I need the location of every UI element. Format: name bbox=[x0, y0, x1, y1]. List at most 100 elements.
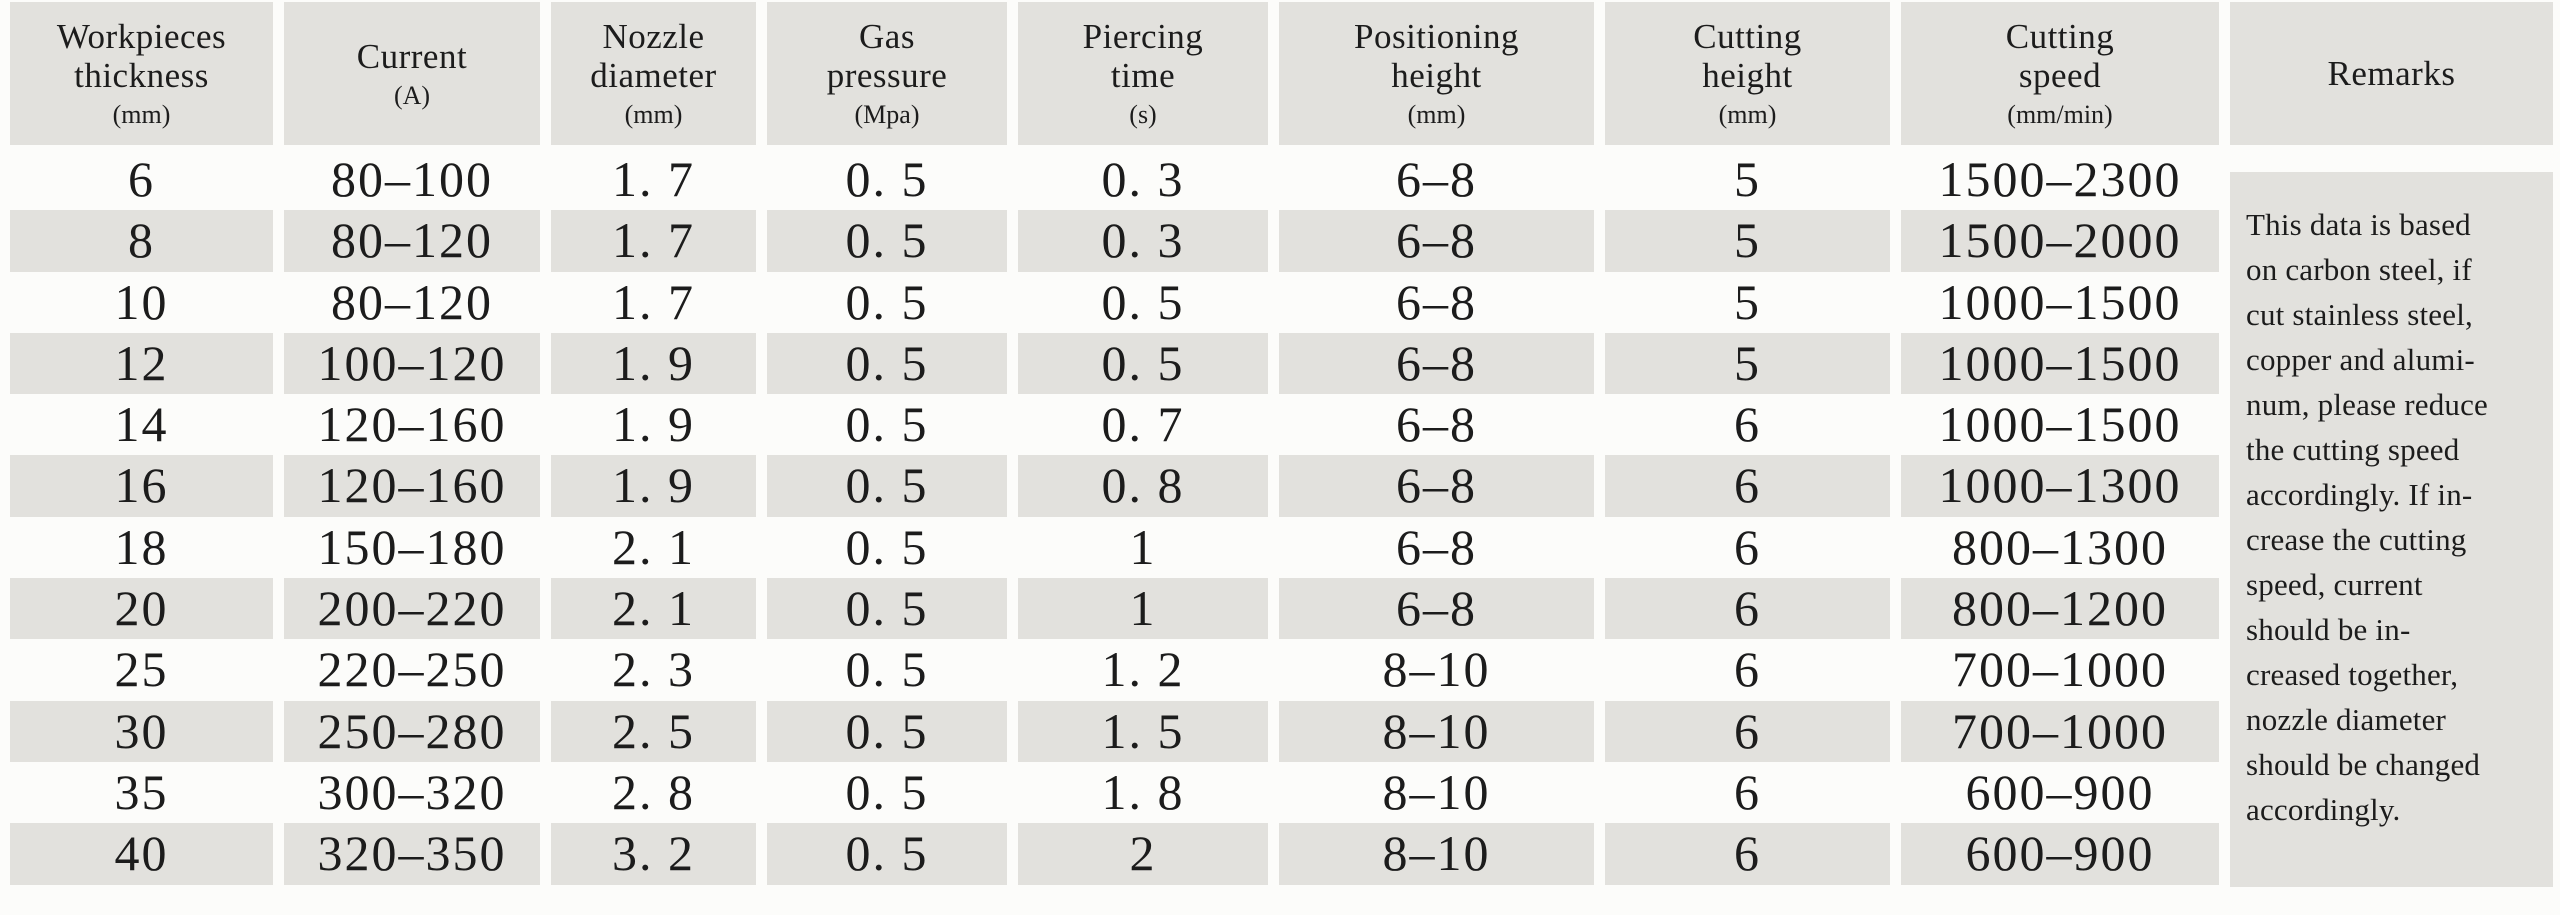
table-cell-gas-pressure: 0. 5 bbox=[845, 273, 929, 330]
header-label-line: diameter bbox=[590, 56, 717, 95]
table-cell-workpieces-thickness: 6 bbox=[128, 151, 155, 207]
table-cell-nozzle-diameter: 2. 1 bbox=[612, 518, 695, 575]
table-cell-positioning-height: 6–8 bbox=[1279, 332, 1594, 395]
table-cell-piercing-time: 1. 5 bbox=[1018, 700, 1268, 762]
table-cell-workpieces-thickness: 12 bbox=[10, 332, 273, 395]
table-cell-cutting-height: 5 bbox=[1605, 332, 1890, 395]
header-cell-piercing-time: Piercing time (s) bbox=[1018, 2, 1268, 145]
remarks-line: cut stainless steel, bbox=[2246, 297, 2473, 332]
table-cell-cutting-speed: 800–1300 bbox=[1952, 518, 2168, 575]
table-cell-piercing-time: 1. 8 bbox=[1101, 763, 1185, 820]
header-unit: (s) bbox=[1129, 100, 1157, 129]
table-cell-nozzle-diameter: 1. 7 bbox=[551, 210, 756, 272]
table-cell-workpieces-thickness: 10 bbox=[114, 273, 169, 330]
table-cell-piercing-time: 1. 2 bbox=[1101, 641, 1185, 698]
table-cell-cutting-speed: 700–1000 bbox=[1952, 641, 2168, 698]
table-row-thickness-35: 35 300–320 2. 8 0. 5 1. 8 8–10 6 600–900 bbox=[10, 762, 2560, 823]
header-unit: (Mpa) bbox=[854, 100, 920, 129]
table-cell-piercing-time: 0. 5 bbox=[1018, 332, 1268, 395]
table-cell-gas-pressure: 0. 5 bbox=[845, 763, 929, 820]
table-cell-current: 320–350 bbox=[284, 823, 540, 885]
remarks-line: speed, current bbox=[2246, 567, 2423, 602]
table-cell-cutting-height: 6 bbox=[1734, 763, 1761, 820]
table-cell-positioning-height: 6–8 bbox=[1279, 210, 1594, 272]
remarks-note: This data is based on carbon steel, if cut… bbox=[2230, 172, 2553, 887]
table-cell-positioning-height: 6–8 bbox=[1279, 578, 1594, 640]
table-cell-gas-pressure: 0. 5 bbox=[845, 151, 929, 207]
header-label-line: Current bbox=[356, 36, 468, 76]
remarks-line: crease the cutting bbox=[2246, 522, 2467, 557]
table-cell-cutting-height: 6 bbox=[1605, 578, 1890, 640]
table-cell-positioning-height: 6–8 bbox=[1396, 151, 1477, 207]
header-label-line: Remarks bbox=[2327, 54, 2456, 93]
table-row-thickness-25: 25 220–250 2. 3 0. 5 1. 2 8–10 6 700–1000 bbox=[10, 639, 2560, 700]
header-unit: (mm) bbox=[112, 100, 171, 129]
remarks-line: copper and alumi- bbox=[2246, 342, 2475, 377]
table-cell-cutting-height: 6 bbox=[1734, 396, 1761, 453]
table-cell-cutting-height: 6 bbox=[1605, 700, 1890, 762]
table-row-thickness-12: 12 100–120 1. 9 0. 5 0. 5 6–8 5 1000–1500 bbox=[10, 332, 2560, 395]
table-cell-workpieces-thickness: 30 bbox=[10, 700, 273, 762]
header-label-line: thickness bbox=[74, 56, 209, 95]
table-cell-cutting-speed: 1000–1300 bbox=[1901, 455, 2219, 517]
table-cell-workpieces-thickness: 16 bbox=[10, 455, 273, 517]
table-cell-positioning-height: 6–8 bbox=[1396, 273, 1477, 330]
table-cell-gas-pressure: 0. 5 bbox=[845, 396, 929, 453]
header-cell-cutting-speed: Cutting speed (mm/min) bbox=[1901, 2, 2219, 145]
table-cell-cutting-height: 6 bbox=[1605, 455, 1890, 517]
header-label-line: Cutting bbox=[1693, 17, 1802, 56]
table-cell-current: 80–100 bbox=[331, 151, 493, 207]
header-unit: (A) bbox=[393, 80, 431, 110]
remarks-line: creased together, bbox=[2246, 657, 2459, 692]
header-cell-nozzle-diameter: Nozzle diameter (mm) bbox=[551, 2, 756, 145]
remarks-line: the cutting speed bbox=[2246, 432, 2460, 467]
table-cell-gas-pressure: 0. 5 bbox=[767, 578, 1007, 640]
table-cell-gas-pressure: 0. 5 bbox=[767, 455, 1007, 517]
table-cell-cutting-height: 5 bbox=[1734, 151, 1761, 207]
table-cell-positioning-height: 8–10 bbox=[1279, 700, 1594, 762]
header-cell-gas-pressure: Gas pressure (Mpa) bbox=[767, 2, 1007, 145]
table-cell-nozzle-diameter: 2. 8 bbox=[612, 763, 695, 820]
table-cell-gas-pressure: 0. 5 bbox=[845, 518, 929, 575]
table-cell-cutting-height: 6 bbox=[1605, 823, 1890, 885]
table-cell-cutting-height: 5 bbox=[1605, 210, 1890, 272]
table-cell-current: 120–160 bbox=[317, 396, 507, 453]
table-cell-nozzle-diameter: 3. 2 bbox=[551, 823, 756, 885]
table-row-thickness-8: 8 80–120 1. 7 0. 5 0. 3 6–8 5 1500–2000 bbox=[10, 210, 2560, 272]
table-cell-nozzle-diameter: 2. 3 bbox=[612, 641, 695, 698]
table-cell-workpieces-thickness: 8 bbox=[10, 210, 273, 272]
header-label-line: Nozzle bbox=[602, 17, 705, 56]
header-label-line: Positioning bbox=[1354, 17, 1519, 56]
table-row-thickness-20: 20 200–220 2. 1 0. 5 1 6–8 6 800–1200 bbox=[10, 578, 2560, 640]
table-cell-current: 220–250 bbox=[317, 641, 507, 698]
table-cell-current: 80–120 bbox=[331, 273, 493, 330]
table-row-thickness-16: 16 120–160 1. 9 0. 5 0. 8 6–8 6 1000–1300 bbox=[10, 455, 2560, 517]
table-cell-cutting-speed: 1000–1500 bbox=[1938, 273, 2182, 330]
table-cell-positioning-height: 8–10 bbox=[1382, 763, 1491, 820]
table-cell-cutting-speed: 1000–1500 bbox=[1938, 396, 2182, 453]
table-cell-cutting-height: 6 bbox=[1734, 641, 1761, 698]
table-cell-gas-pressure: 0. 5 bbox=[767, 210, 1007, 272]
table-cell-current: 250–280 bbox=[284, 700, 540, 762]
table-cell-gas-pressure: 0. 5 bbox=[767, 700, 1007, 762]
header-label-line: Gas bbox=[859, 17, 915, 56]
table-row-thickness-40: 40 320–350 3. 2 0. 5 2 8–10 6 600–900 bbox=[10, 823, 2560, 885]
header-unit: (mm) bbox=[1718, 100, 1777, 129]
table-cell-nozzle-diameter: 2. 5 bbox=[551, 700, 756, 762]
table-cell-piercing-time: 0. 7 bbox=[1101, 396, 1185, 453]
remarks-line: This data is based bbox=[2246, 207, 2471, 242]
table-cell-current: 100–120 bbox=[284, 332, 540, 395]
header-unit: (mm/min) bbox=[2007, 100, 2113, 129]
table-cell-nozzle-diameter: 1. 9 bbox=[612, 396, 695, 453]
table-cell-cutting-speed: 600–900 bbox=[1965, 763, 2155, 820]
remarks-line: num, please reduce bbox=[2246, 387, 2489, 422]
table-cell-current: 200–220 bbox=[284, 578, 540, 640]
header-cell-workpieces-thickness: Workpieces thickness (mm) bbox=[10, 2, 273, 145]
table-cell-piercing-time: 1 bbox=[1129, 518, 1157, 575]
remarks-line: should be changed bbox=[2246, 747, 2481, 782]
header-cell-remarks: Remarks bbox=[2230, 2, 2553, 145]
table-cell-cutting-speed: 1000–1500 bbox=[1901, 332, 2219, 395]
table-cell-workpieces-thickness: 20 bbox=[10, 578, 273, 640]
table-cell-cutting-speed: 1500–2300 bbox=[1938, 151, 2182, 207]
